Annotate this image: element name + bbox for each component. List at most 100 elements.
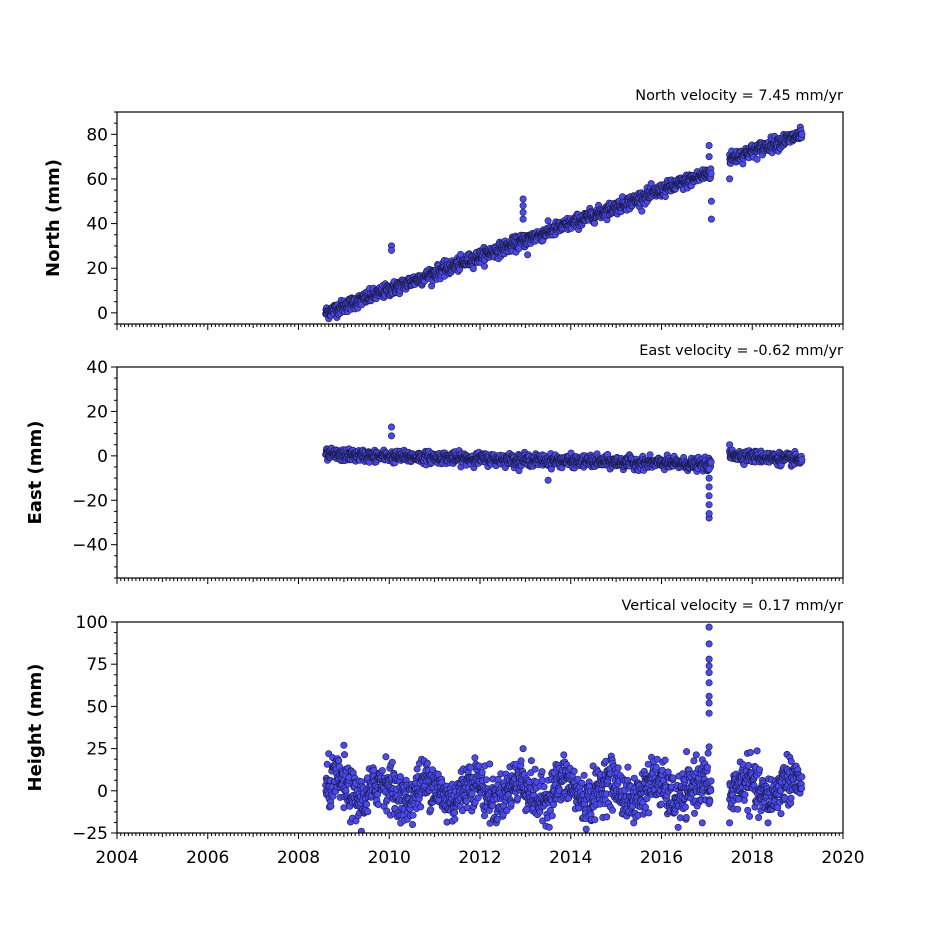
data-point — [548, 812, 556, 820]
data-point — [517, 757, 525, 765]
data-point — [519, 208, 527, 216]
data-point — [482, 776, 490, 784]
data-point — [652, 763, 660, 771]
data-point — [582, 825, 590, 833]
data-point — [462, 797, 470, 805]
data-point — [387, 432, 395, 440]
data-point — [657, 800, 665, 808]
data-point — [469, 265, 477, 273]
y-tick-label: 20 — [86, 259, 108, 279]
axes-frame — [116, 111, 844, 325]
data-point — [608, 806, 616, 814]
data-point — [726, 175, 734, 183]
data-point — [408, 820, 416, 828]
data-point — [781, 794, 789, 802]
data-point — [478, 768, 486, 776]
data-point — [471, 754, 479, 762]
data-point — [681, 803, 689, 811]
data-point — [745, 812, 753, 820]
data-point — [706, 797, 714, 805]
data-point — [489, 802, 497, 810]
data-point — [580, 771, 588, 779]
data-point — [764, 819, 772, 827]
data-point — [451, 809, 459, 817]
data-point — [570, 767, 578, 775]
data-point — [705, 142, 713, 150]
data-point — [787, 794, 795, 802]
y-tick-label: 40 — [86, 215, 108, 235]
y-tick-label: 80 — [86, 125, 108, 145]
data-point — [591, 816, 599, 824]
data-point — [755, 813, 763, 821]
axes-frame — [116, 366, 844, 579]
data-point — [744, 806, 752, 814]
data-point — [753, 747, 761, 755]
data-point — [340, 751, 348, 759]
velocity-label: North velocity = 7.45 mm/yr — [635, 88, 843, 104]
data-point — [638, 207, 646, 215]
data-point — [624, 763, 632, 771]
y-tick-label: 40 — [86, 358, 108, 378]
data-point — [705, 492, 713, 500]
data-point — [692, 751, 700, 759]
data-point — [705, 153, 713, 161]
data-point — [603, 813, 611, 821]
data-point — [741, 791, 749, 799]
data-point — [705, 501, 713, 509]
data-point — [664, 768, 672, 776]
data-point — [427, 806, 435, 814]
data-point — [726, 441, 734, 449]
data-point — [798, 456, 806, 464]
data-point — [545, 823, 553, 831]
data-points — [322, 623, 806, 842]
data-point — [707, 458, 715, 466]
data-point — [335, 757, 343, 765]
data-point — [382, 753, 390, 761]
y-tick-label: 20 — [86, 402, 108, 422]
data-points — [322, 123, 806, 323]
data-point — [480, 262, 488, 270]
data-point — [777, 810, 785, 818]
data-point — [705, 465, 713, 473]
data-point — [707, 197, 715, 205]
data-point — [451, 815, 459, 823]
data-point — [705, 510, 713, 518]
data-point — [538, 776, 546, 784]
data-point — [753, 155, 761, 163]
data-point — [540, 783, 548, 791]
data-point — [705, 483, 713, 491]
data-point — [704, 749, 712, 757]
data-point — [513, 794, 521, 802]
data-point — [417, 803, 425, 811]
data-point — [707, 777, 715, 785]
data-point — [519, 215, 527, 223]
data-point — [705, 474, 713, 482]
data-point — [519, 195, 527, 203]
data-point — [409, 811, 417, 819]
data-point — [682, 813, 690, 821]
data-point — [707, 215, 715, 223]
data-point — [707, 787, 715, 795]
data-point — [669, 774, 677, 782]
data-point — [734, 805, 742, 813]
data-point — [703, 763, 711, 771]
data-point — [497, 836, 503, 842]
data-point — [674, 823, 682, 831]
data-point — [387, 246, 395, 254]
data-point — [519, 202, 527, 210]
data-point — [538, 768, 546, 776]
data-point — [746, 748, 754, 756]
data-point — [494, 775, 502, 783]
data-point — [396, 773, 404, 781]
y-axis-label: North (mm) — [43, 159, 64, 277]
data-point — [327, 802, 335, 810]
data-point — [707, 170, 715, 178]
data-point — [614, 764, 622, 772]
velocity-label: East velocity = -0.62 mm/yr — [639, 343, 843, 359]
data-point — [745, 761, 753, 769]
data-point — [544, 476, 552, 484]
data-point — [690, 757, 698, 765]
data-points — [322, 423, 806, 522]
